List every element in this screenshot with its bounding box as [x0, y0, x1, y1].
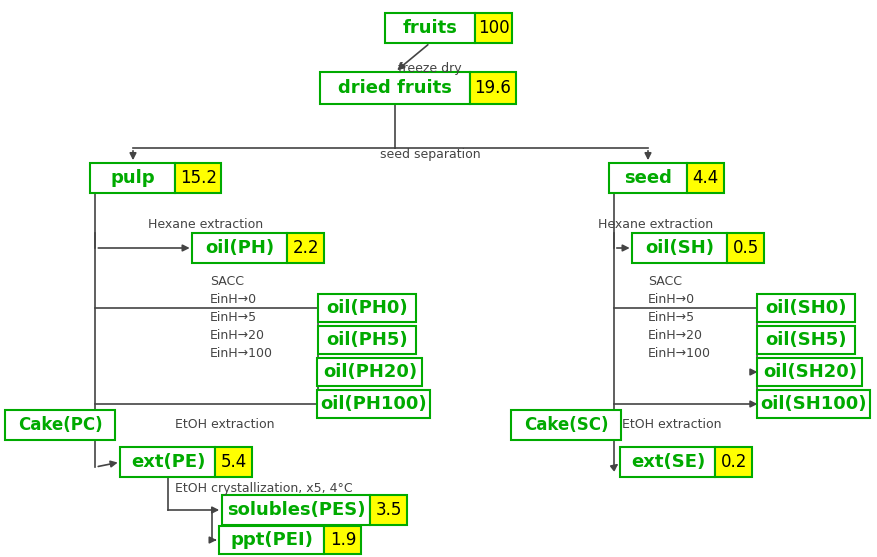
FancyBboxPatch shape [219, 526, 324, 554]
Text: 0.5: 0.5 [732, 239, 759, 257]
Text: oil(PH0): oil(PH0) [326, 299, 407, 317]
Text: 100: 100 [477, 19, 509, 37]
FancyBboxPatch shape [175, 163, 221, 193]
Text: EtOH crystallization, x5, 4°C: EtOH crystallization, x5, 4°C [175, 482, 353, 495]
Text: fruits: fruits [402, 19, 457, 37]
Text: EinH→0: EinH→0 [647, 293, 695, 306]
Text: SACC: SACC [210, 275, 244, 288]
FancyBboxPatch shape [727, 233, 764, 263]
Text: EinH→5: EinH→5 [210, 311, 257, 324]
Text: 2.2: 2.2 [292, 239, 319, 257]
FancyBboxPatch shape [631, 233, 727, 263]
Text: oil(SH100): oil(SH100) [759, 395, 866, 413]
Text: Hexane extraction: Hexane extraction [148, 218, 263, 231]
Text: 1.9: 1.9 [330, 531, 356, 549]
FancyBboxPatch shape [384, 13, 474, 43]
Text: Cake(SC): Cake(SC) [524, 416, 608, 434]
Text: pulp: pulp [111, 169, 155, 187]
FancyBboxPatch shape [469, 72, 516, 104]
FancyBboxPatch shape [317, 390, 430, 418]
FancyBboxPatch shape [317, 358, 422, 386]
Text: EinH→100: EinH→100 [647, 347, 710, 360]
Text: 5.4: 5.4 [221, 453, 246, 471]
Text: Hexane extraction: Hexane extraction [597, 218, 712, 231]
Text: Cake(PC): Cake(PC) [18, 416, 103, 434]
Text: 19.6: 19.6 [474, 79, 511, 97]
FancyBboxPatch shape [757, 358, 861, 386]
FancyBboxPatch shape [192, 233, 287, 263]
FancyBboxPatch shape [756, 294, 854, 322]
Text: oil(SH0): oil(SH0) [765, 299, 845, 317]
FancyBboxPatch shape [324, 526, 361, 554]
Text: SACC: SACC [647, 275, 681, 288]
Text: EinH→20: EinH→20 [647, 329, 702, 342]
Text: EinH→100: EinH→100 [210, 347, 273, 360]
FancyBboxPatch shape [287, 233, 324, 263]
Text: freeze dry: freeze dry [398, 62, 461, 75]
Text: oil(PH100): oil(PH100) [320, 395, 427, 413]
FancyBboxPatch shape [317, 326, 416, 354]
Text: EinH→0: EinH→0 [210, 293, 257, 306]
FancyBboxPatch shape [319, 72, 469, 104]
FancyBboxPatch shape [317, 294, 416, 322]
Text: 4.4: 4.4 [692, 169, 717, 187]
Text: oil(SH): oil(SH) [645, 239, 714, 257]
Text: oil(SH5): oil(SH5) [765, 331, 845, 349]
Text: oil(SH20): oil(SH20) [762, 363, 856, 381]
Text: oil(PH20): oil(PH20) [323, 363, 417, 381]
Text: ext(PE): ext(PE) [131, 453, 205, 471]
FancyBboxPatch shape [686, 163, 724, 193]
Text: EtOH extraction: EtOH extraction [621, 418, 721, 432]
Text: seed: seed [624, 169, 671, 187]
Text: EinH→5: EinH→5 [647, 311, 695, 324]
Text: oil(PH): oil(PH) [205, 239, 275, 257]
Text: 15.2: 15.2 [180, 169, 217, 187]
FancyBboxPatch shape [5, 410, 115, 440]
FancyBboxPatch shape [510, 410, 620, 440]
FancyBboxPatch shape [756, 326, 854, 354]
Text: solubles(PES): solubles(PES) [226, 501, 365, 519]
FancyBboxPatch shape [90, 163, 175, 193]
Text: EtOH extraction: EtOH extraction [175, 418, 275, 432]
FancyBboxPatch shape [215, 447, 253, 477]
Text: ppt(PEI): ppt(PEI) [231, 531, 313, 549]
Text: 3.5: 3.5 [374, 501, 402, 519]
Text: dried fruits: dried fruits [338, 79, 452, 97]
Text: seed separation: seed separation [379, 148, 480, 161]
FancyBboxPatch shape [222, 495, 369, 525]
FancyBboxPatch shape [757, 390, 869, 418]
Text: EinH→20: EinH→20 [210, 329, 265, 342]
FancyBboxPatch shape [474, 13, 511, 43]
FancyBboxPatch shape [715, 447, 752, 477]
FancyBboxPatch shape [120, 447, 215, 477]
Text: ext(SE): ext(SE) [631, 453, 704, 471]
Text: oil(PH5): oil(PH5) [326, 331, 407, 349]
Text: 0.2: 0.2 [720, 453, 746, 471]
FancyBboxPatch shape [369, 495, 407, 525]
FancyBboxPatch shape [620, 447, 715, 477]
FancyBboxPatch shape [609, 163, 686, 193]
